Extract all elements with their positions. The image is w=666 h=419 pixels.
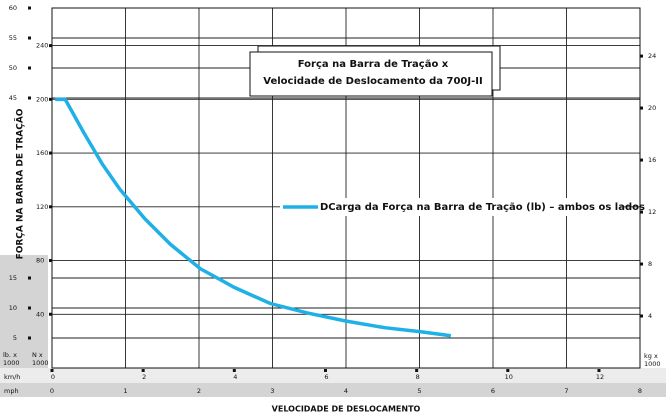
tick-mark: [28, 276, 31, 280]
x2-tick-label: 1: [123, 387, 127, 395]
y-axis-unit: N x: [32, 351, 43, 359]
axis-band: [0, 368, 666, 383]
y-tick-label: 40: [36, 310, 44, 318]
y3-tick-label: 15: [9, 274, 17, 282]
y2-axis-unit: kg x: [644, 352, 658, 360]
tick-mark: [28, 36, 31, 40]
title-box: [249, 51, 493, 97]
x2-tick-label: 4: [344, 387, 348, 395]
x-tick-label: 8: [416, 373, 420, 381]
tick-mark: [323, 369, 327, 372]
axis-band: [0, 383, 666, 397]
x2-tick-label: 2: [197, 387, 201, 395]
plot-frame: [51, 7, 641, 369]
tick-mark: [28, 6, 31, 10]
y3-tick-label: 60: [9, 4, 17, 12]
tick-mark: [49, 205, 52, 209]
x-axis-unit: km/h: [4, 373, 20, 381]
y2-tick-label: 12: [648, 208, 656, 216]
tick-mark: [50, 369, 54, 372]
tick-mark: [506, 369, 510, 372]
axis-band: [0, 255, 48, 368]
x2-tick-label: 8: [638, 387, 642, 395]
tick-mark: [28, 96, 31, 100]
y2-axis-unit: 1000: [644, 360, 661, 368]
y3-tick-label: 5: [13, 334, 17, 342]
y3-tick-label: 50: [9, 64, 17, 72]
chart-title: Força na Barra de Tração x: [298, 59, 449, 70]
y-tick-label: 80: [36, 257, 44, 265]
x-axis-title: VELOCIDADE DE DESLOCAMENTO: [272, 405, 421, 414]
tick-mark: [640, 106, 643, 110]
x-tick-label: 0: [51, 373, 55, 381]
tick-mark: [597, 369, 601, 372]
x2-axis-unit: mph: [4, 387, 19, 395]
tick-mark: [640, 158, 643, 162]
tick-mark: [141, 369, 145, 372]
y3-tick-label: 10: [9, 304, 17, 312]
tick-mark: [49, 97, 52, 101]
tick-mark: [640, 210, 643, 214]
tick-mark: [640, 314, 643, 318]
y3-tick-label: 55: [9, 34, 17, 42]
tick-mark: [28, 306, 31, 310]
data-line: [55, 97, 452, 338]
x2-tick-label: 7: [564, 387, 568, 395]
tick-mark: [49, 259, 52, 263]
chart-title: Velocidade de Deslocamento da 700J-II: [263, 76, 482, 87]
x2-tick-label: 0: [50, 387, 54, 395]
tick-mark: [28, 336, 31, 340]
x2-tick-label: 6: [491, 387, 495, 395]
tick-mark: [640, 262, 643, 266]
y-axis-unit: 1000: [32, 359, 49, 367]
y-axis-title: FORÇA NA BARRA DE TRAÇÃO: [15, 108, 26, 259]
x-tick-label: 6: [324, 373, 328, 381]
x-tick-label: 10: [505, 373, 513, 381]
y-tick-label: 120: [36, 203, 48, 211]
x2-tick-label: 5: [417, 387, 421, 395]
tick-mark: [49, 44, 52, 48]
legend-bg: [280, 198, 620, 216]
y2-tick-label: 4: [648, 312, 652, 320]
tick-mark: [640, 54, 643, 58]
y2-tick-label: 20: [648, 104, 656, 112]
y3-axis-unit: 1000: [3, 359, 20, 367]
x-tick-label: 2: [142, 373, 146, 381]
y3-tick-label: 45: [9, 94, 17, 102]
tick-mark: [28, 66, 31, 70]
tick-mark: [49, 312, 52, 316]
x2-tick-label: 3: [270, 387, 274, 395]
y-tick-label: 160: [36, 149, 48, 157]
y3-axis-unit: lb. x: [3, 351, 17, 359]
y2-tick-label: 16: [648, 156, 656, 164]
y-tick-label: 200: [36, 95, 48, 103]
y-tick-label: 240: [36, 42, 48, 50]
x-tick-label: 4: [233, 373, 237, 381]
y2-tick-label: 8: [648, 260, 652, 268]
tick-mark: [49, 151, 52, 155]
x-tick-label: 12: [596, 373, 604, 381]
tick-mark: [415, 369, 419, 372]
y2-tick-label: 24: [648, 52, 656, 60]
legend-label: DCarga da Força na Barra de Tração (lb) …: [320, 202, 645, 213]
tick-mark: [232, 369, 236, 372]
